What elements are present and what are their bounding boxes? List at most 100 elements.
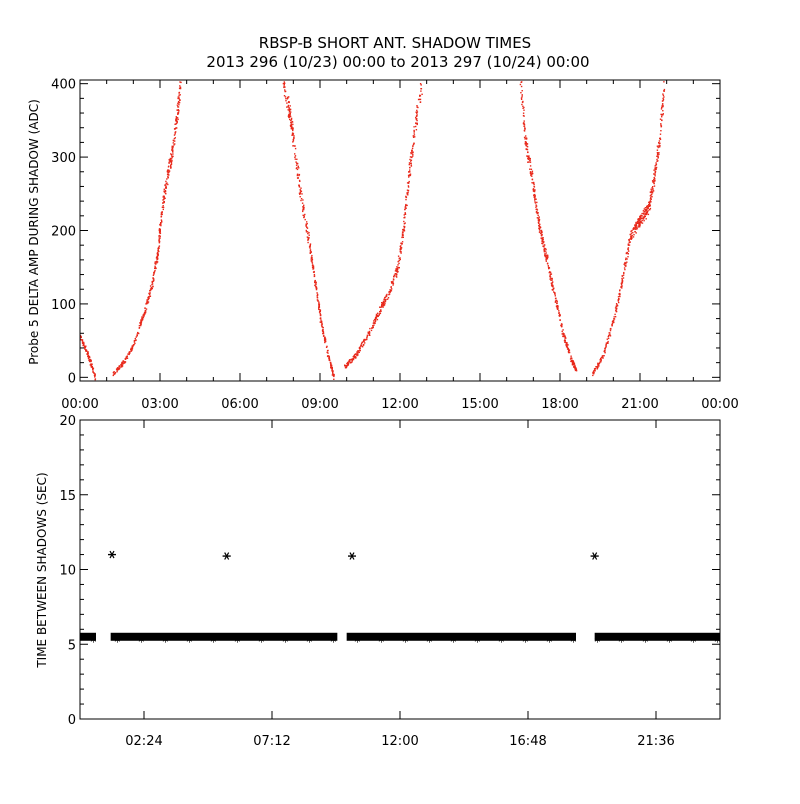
- data-point: [319, 321, 322, 323]
- data-point: [535, 204, 537, 206]
- data-point: [178, 104, 180, 106]
- data-point: [380, 310, 382, 312]
- data-point: [609, 333, 611, 336]
- data-point: [640, 217, 643, 220]
- data-point: [149, 288, 152, 290]
- data-point: [136, 335, 138, 337]
- data-point: [622, 277, 625, 279]
- data-point: [347, 362, 349, 364]
- data-point: [384, 296, 387, 298]
- data-point: [522, 105, 524, 107]
- data-point: [656, 155, 658, 157]
- data-point: [409, 173, 412, 175]
- data-point: [168, 161, 170, 163]
- data-point: [318, 308, 320, 311]
- data-point: [641, 222, 644, 224]
- data-point: [171, 160, 173, 162]
- data-point: [160, 212, 163, 214]
- data-point: [416, 112, 418, 114]
- data-point: [598, 365, 600, 367]
- data-point: [165, 180, 167, 183]
- data-point: [593, 373, 595, 375]
- data-point: [386, 293, 388, 296]
- interval-marker: *: [378, 635, 384, 649]
- data-point: [309, 250, 312, 252]
- data-point: [306, 223, 308, 225]
- data-point: [544, 253, 546, 255]
- data-point: [326, 351, 328, 354]
- data-point: [350, 358, 352, 361]
- interval-marker: *: [618, 635, 624, 649]
- data-point: [158, 242, 161, 244]
- x-tick-label: 18:00: [541, 397, 578, 412]
- data-point: [89, 364, 91, 366]
- data-point: [309, 243, 312, 245]
- data-point: [291, 121, 294, 123]
- data-point: [629, 233, 631, 236]
- data-point: [158, 239, 160, 241]
- data-point: [538, 228, 541, 231]
- data-point: [419, 95, 421, 97]
- x-tick-label: 15:00: [461, 397, 498, 412]
- data-point: [160, 222, 162, 224]
- data-point: [548, 267, 550, 270]
- data-point: [560, 325, 562, 327]
- data-point: [154, 265, 156, 267]
- data-point: [523, 106, 525, 109]
- data-point: [571, 357, 573, 360]
- data-point: [162, 195, 165, 197]
- data-point: [314, 285, 317, 287]
- data-point: [161, 206, 164, 208]
- data-point: [160, 216, 162, 218]
- data-point: [413, 132, 415, 134]
- data-point: [658, 142, 660, 144]
- x-tick-label: 00:00: [61, 397, 98, 412]
- data-point: [171, 147, 173, 149]
- data-point: [626, 261, 628, 263]
- data-point: [121, 362, 123, 364]
- data-point: [346, 364, 348, 367]
- data-point: [416, 123, 418, 126]
- data-point: [163, 201, 165, 204]
- data-point: [627, 252, 629, 255]
- y-tick-label: 5: [68, 638, 76, 653]
- data-point: [662, 113, 664, 115]
- data-point: [333, 378, 335, 380]
- interval-marker: *: [450, 635, 456, 649]
- data-point: [416, 122, 418, 124]
- data-point: [532, 182, 535, 185]
- data-point: [561, 323, 563, 326]
- data-point: [319, 317, 322, 320]
- data-point: [541, 234, 543, 236]
- data-point: [395, 269, 397, 271]
- data-point: [167, 166, 170, 168]
- data-point: [409, 169, 411, 171]
- data-point: [651, 180, 654, 182]
- data-point: [406, 182, 409, 184]
- data-point: [150, 288, 153, 290]
- data-point: [529, 168, 531, 170]
- data-point: [534, 195, 536, 197]
- data-point: [543, 249, 545, 251]
- data-point: [291, 134, 293, 136]
- data-point: [536, 210, 538, 213]
- data-point: [607, 335, 609, 338]
- data-point: [391, 282, 393, 284]
- data-point: [116, 371, 118, 373]
- data-point: [353, 354, 356, 356]
- data-point: [408, 176, 410, 178]
- data-point: [411, 150, 413, 153]
- data-point: [658, 140, 661, 142]
- data-point: [170, 161, 172, 163]
- data-point: [375, 315, 378, 317]
- data-point: [529, 159, 531, 162]
- data-point: [290, 117, 293, 120]
- data-point: [639, 219, 641, 222]
- data-point: [163, 196, 165, 199]
- y-tick-label: 15: [59, 489, 76, 504]
- data-point: [126, 356, 128, 359]
- data-point: [413, 130, 415, 132]
- data-point: [624, 268, 626, 271]
- data-point: [542, 240, 544, 242]
